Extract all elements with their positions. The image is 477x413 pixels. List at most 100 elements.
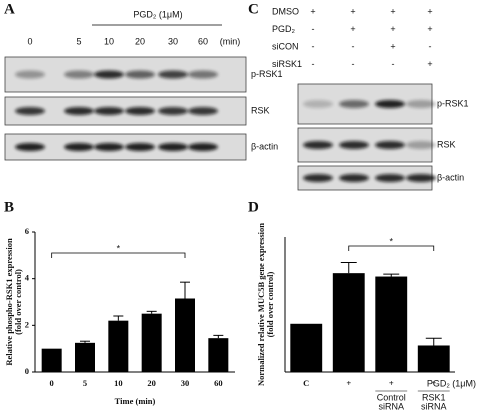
band-label: RSK bbox=[251, 105, 270, 115]
blot-band bbox=[406, 100, 436, 108]
blot-band bbox=[188, 70, 218, 79]
x-tick-label: 30 bbox=[181, 378, 190, 388]
bar bbox=[208, 338, 229, 372]
blot-band bbox=[158, 107, 188, 115]
band-label: RSK bbox=[437, 139, 456, 149]
blot-band bbox=[94, 70, 124, 79]
y-axis-label: (fold over control) bbox=[13, 269, 23, 335]
y-tick-label: 6 bbox=[25, 226, 29, 236]
sign: + bbox=[427, 59, 432, 69]
x-tick-label: C bbox=[303, 378, 309, 388]
blot-band bbox=[406, 141, 436, 149]
x-tick-label: 5 bbox=[83, 378, 87, 388]
sign: - bbox=[352, 59, 355, 69]
x-sublabel: Control bbox=[377, 392, 406, 402]
x-sublabel: siRNA bbox=[378, 401, 404, 411]
bar bbox=[417, 345, 450, 372]
blot-band bbox=[375, 174, 405, 182]
y-tick-label: 2 bbox=[25, 319, 29, 329]
lane-label: 5 bbox=[76, 36, 81, 46]
bar bbox=[108, 320, 129, 372]
x-tick-label: 60 bbox=[214, 378, 223, 388]
lane-label: 0 bbox=[27, 36, 32, 46]
blot-band bbox=[125, 70, 155, 79]
blot-band bbox=[303, 141, 333, 149]
blot-band bbox=[375, 141, 405, 149]
panel-letter: C bbox=[248, 1, 259, 17]
x-tick-label: 10 bbox=[114, 378, 123, 388]
row-label: DMSO bbox=[272, 6, 299, 16]
bar bbox=[290, 323, 323, 372]
sign: + bbox=[427, 24, 432, 34]
x-tick-label: + bbox=[346, 378, 351, 388]
row-label: PGD₂ bbox=[272, 24, 296, 34]
blot-band bbox=[339, 174, 369, 182]
sign: + bbox=[427, 6, 432, 16]
y-tick-label: 4 bbox=[25, 273, 30, 283]
blot-band bbox=[94, 143, 124, 151]
sign: + bbox=[310, 6, 315, 16]
significance-label: * bbox=[389, 236, 393, 246]
blot-band bbox=[406, 174, 436, 182]
y-axis-label: Normalized relative MUC5B gene expressio… bbox=[256, 223, 266, 386]
y-tick-label: 0 bbox=[25, 366, 29, 376]
sign: - bbox=[312, 59, 315, 69]
sign: - bbox=[429, 41, 432, 51]
bar bbox=[332, 273, 365, 372]
sign: - bbox=[312, 41, 315, 51]
blot-band bbox=[64, 107, 94, 115]
blot-band bbox=[64, 143, 94, 151]
sign: + bbox=[350, 6, 355, 16]
lane-label: 60 bbox=[198, 36, 208, 46]
blot-band bbox=[94, 107, 124, 115]
x-axis-label: PGD₂ (1μM) bbox=[427, 378, 476, 388]
lane-label: 20 bbox=[135, 36, 145, 46]
bar bbox=[175, 298, 195, 372]
blot-band bbox=[15, 70, 45, 79]
sign: - bbox=[352, 41, 355, 51]
x-tick-label: + bbox=[389, 378, 394, 388]
sign: - bbox=[312, 24, 315, 34]
y-axis-label: Relative phospho-RSK1 expression bbox=[4, 238, 14, 366]
blot-band bbox=[303, 174, 333, 182]
x-sublabel: RSK1 bbox=[422, 392, 446, 402]
sign: + bbox=[390, 24, 395, 34]
sign: + bbox=[390, 6, 395, 16]
lane-label: 30 bbox=[168, 36, 178, 46]
lane-unit: (min) bbox=[220, 36, 241, 46]
bar bbox=[375, 276, 408, 372]
blot-band bbox=[158, 143, 188, 151]
sign: + bbox=[350, 24, 355, 34]
panel-letter: D bbox=[248, 199, 259, 215]
significance-bracket bbox=[348, 245, 435, 251]
band-label: β-actin bbox=[251, 141, 278, 151]
significance-bracket bbox=[51, 252, 186, 258]
x-tick-label: + bbox=[431, 378, 436, 388]
blot-band bbox=[125, 143, 155, 151]
x-axis-label: Time (min) bbox=[115, 396, 156, 406]
row-label: siCON bbox=[272, 41, 299, 51]
band-label: p-RSK1 bbox=[437, 98, 469, 108]
bar bbox=[141, 313, 162, 372]
x-tick-label: 0 bbox=[50, 378, 54, 388]
panel-letter: A bbox=[4, 1, 15, 17]
bar bbox=[75, 342, 95, 372]
blot-band bbox=[15, 107, 45, 115]
blot-band bbox=[303, 100, 333, 108]
x-tick-label: 20 bbox=[147, 378, 156, 388]
blot-band bbox=[188, 107, 218, 115]
blot-band bbox=[339, 141, 369, 149]
band-label: p-RSK1 bbox=[251, 69, 283, 79]
blot-band bbox=[158, 70, 188, 79]
row-label: siRSK1 bbox=[272, 59, 302, 69]
significance-label: * bbox=[117, 243, 121, 253]
band-label: β-actin bbox=[437, 172, 464, 182]
treatment-label: PGD₂ (1μM) bbox=[133, 9, 182, 19]
blot-band bbox=[188, 143, 218, 151]
blot-band bbox=[125, 107, 155, 115]
bar bbox=[41, 348, 62, 372]
blot-band bbox=[15, 143, 45, 151]
panel-letter: B bbox=[4, 199, 14, 215]
sign: + bbox=[390, 41, 395, 51]
